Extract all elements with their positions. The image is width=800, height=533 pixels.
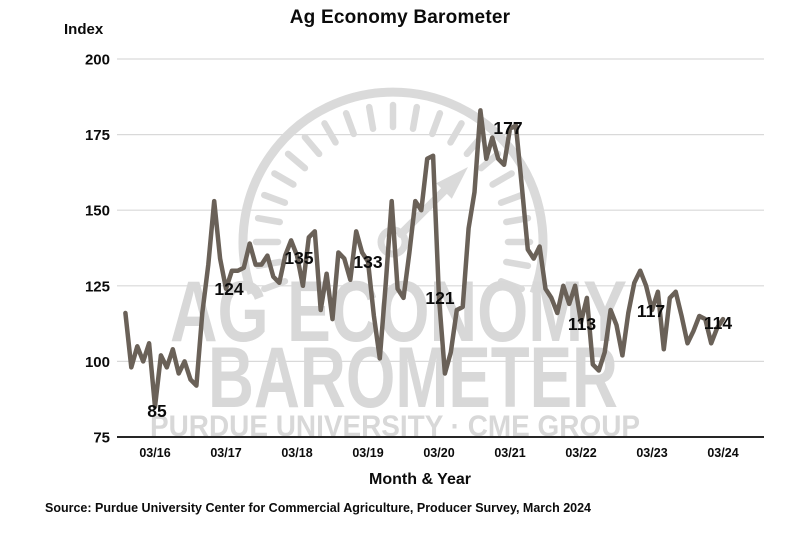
point-value-label: 133 — [353, 252, 382, 272]
watermark-text-line3: PURDUE UNIVERSITY · CME GROUP — [150, 410, 640, 443]
watermark-gauge-tick — [301, 133, 323, 158]
watermark-gauge-arc — [238, 87, 548, 295]
watermark-text-line2: BAROMETER — [208, 330, 618, 426]
x-tick-label: 03/18 — [281, 446, 312, 460]
x-tick-label: 03/24 — [707, 446, 738, 460]
y-axis-title: Index — [64, 21, 104, 38]
point-value-label: 177 — [493, 118, 522, 138]
point-value-label: 121 — [425, 288, 454, 308]
watermark-gauge-tick — [321, 120, 339, 146]
barometer-data-line — [123, 108, 726, 410]
watermark-gauge-tick — [254, 214, 283, 226]
y-tick-label: 75 — [93, 430, 110, 447]
x-tick-label: 03/17 — [210, 446, 241, 460]
y-tick-label: 175 — [85, 127, 110, 144]
watermark-gauge-tick — [271, 170, 297, 188]
watermark-gauge-tick — [447, 120, 465, 146]
watermark-gauge-tick — [497, 191, 525, 206]
source-note: Source: Purdue University Center for Com… — [45, 501, 592, 515]
x-tick-label: 03/21 — [494, 446, 525, 460]
point-value-label: 113 — [568, 314, 596, 334]
point-value-label: 117 — [637, 301, 665, 321]
point-value-label: 124 — [214, 279, 243, 299]
watermark-gauge-tick — [261, 191, 289, 206]
watermark-gauge-tick — [365, 103, 377, 132]
watermark-needle-shaft — [397, 185, 450, 238]
watermark-gauge-tick — [429, 110, 444, 138]
y-tick-label: 200 — [85, 52, 110, 69]
y-tick-label: 100 — [85, 354, 110, 371]
watermark-gauge-tick — [409, 103, 421, 132]
point-value-label: 114 — [704, 313, 732, 333]
x-tick-label: 03/19 — [352, 446, 383, 460]
watermark-gauge-tick — [497, 278, 525, 293]
watermark-gauge-tick — [503, 258, 532, 270]
point-value-label: 85 — [147, 401, 167, 421]
watermark-gauge-tick — [342, 110, 357, 138]
point-value-label: 135 — [284, 248, 313, 268]
watermark-gauge-tick — [489, 170, 515, 188]
x-tick-label: 03/20 — [423, 446, 454, 460]
chart-title: Ag Economy Barometer — [289, 7, 511, 28]
x-tick-label: 03/22 — [565, 446, 596, 460]
y-tick-label: 125 — [85, 278, 110, 295]
watermark-gauge-tick — [477, 150, 502, 172]
watermark-needle-arrowhead — [436, 167, 468, 199]
x-tick-label: 03/16 — [139, 446, 170, 460]
x-axis-title: Month & Year — [369, 471, 471, 488]
watermark-gauge-tick — [284, 150, 309, 172]
y-tick-label: 150 — [85, 203, 110, 220]
x-tick-label: 03/23 — [636, 446, 667, 460]
